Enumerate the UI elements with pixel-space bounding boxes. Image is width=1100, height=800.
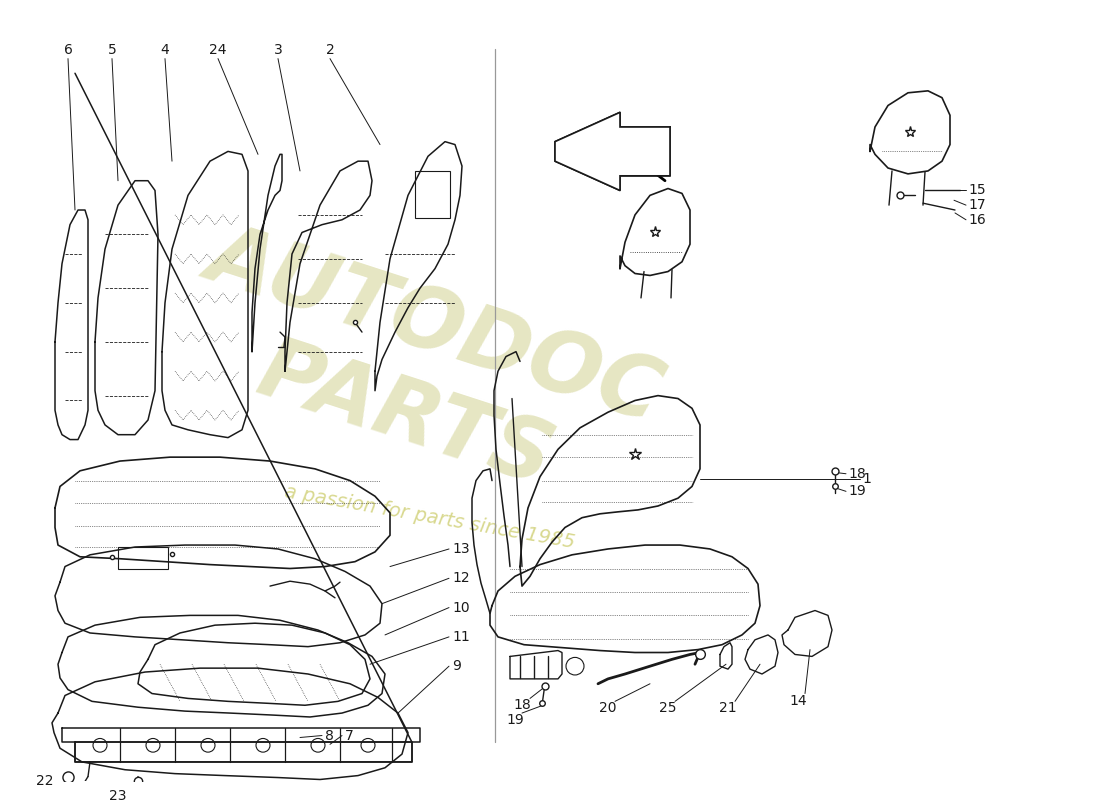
Polygon shape [556, 112, 670, 190]
Text: 3: 3 [274, 42, 283, 57]
Text: 13: 13 [452, 542, 470, 556]
Text: 19: 19 [848, 484, 866, 498]
Text: 22: 22 [36, 774, 54, 789]
Text: 12: 12 [452, 571, 470, 586]
Text: 14: 14 [789, 694, 806, 707]
Text: 19: 19 [506, 713, 524, 727]
Text: 23: 23 [109, 789, 126, 800]
Text: 18: 18 [513, 698, 531, 713]
Text: 25: 25 [659, 702, 676, 715]
Text: 10: 10 [452, 601, 470, 614]
Text: 18: 18 [848, 466, 866, 481]
Text: 21: 21 [719, 702, 737, 715]
Text: 4: 4 [161, 42, 169, 57]
Text: a passion for parts since 1985: a passion for parts since 1985 [284, 482, 576, 553]
Text: 24: 24 [209, 42, 227, 57]
Text: 16: 16 [968, 213, 986, 226]
Text: 1: 1 [862, 472, 871, 486]
Text: 2: 2 [326, 42, 334, 57]
Text: 8: 8 [324, 729, 334, 742]
Text: 5: 5 [108, 42, 117, 57]
Bar [415, 171, 450, 218]
Text: 9: 9 [452, 659, 461, 673]
Bar [118, 547, 168, 569]
Text: 15: 15 [968, 183, 986, 198]
Text: AUTODOC
PARTS: AUTODOC PARTS [167, 213, 672, 530]
Text: 20: 20 [600, 702, 617, 715]
Text: 11: 11 [452, 630, 470, 644]
Text: 17: 17 [968, 198, 986, 212]
Text: 6: 6 [64, 42, 73, 57]
Text: 7: 7 [345, 729, 354, 742]
